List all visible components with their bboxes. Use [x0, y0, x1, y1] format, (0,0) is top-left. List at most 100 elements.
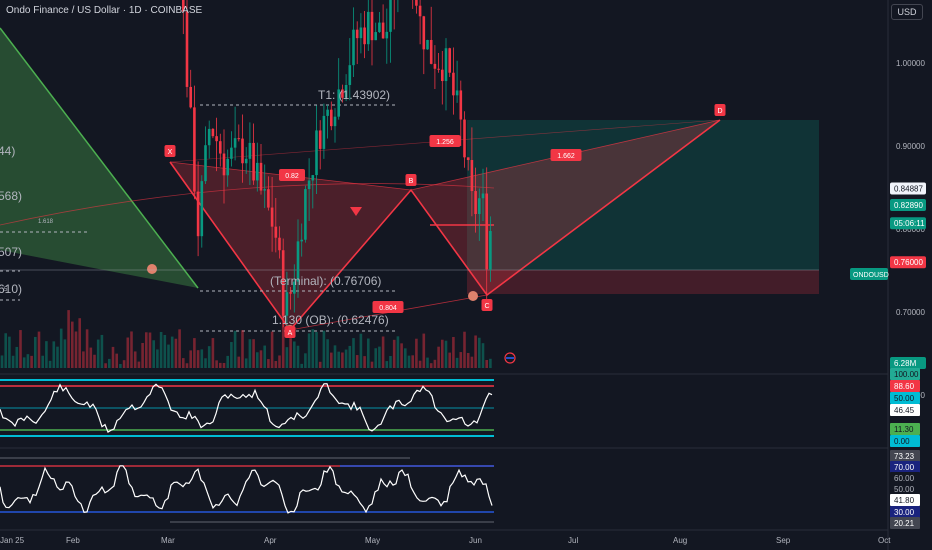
volume-bar — [96, 339, 100, 368]
volume-bar — [248, 339, 252, 368]
left-level-label: 507) — [0, 245, 22, 259]
volume-bar — [137, 361, 141, 368]
pivot-marker-icon — [147, 264, 157, 274]
dashed-levels — [0, 104, 819, 332]
candle — [344, 84, 348, 98]
volume-bar — [385, 361, 389, 368]
time-tick-label: Mar — [161, 536, 175, 545]
svg-text:0.82890: 0.82890 — [894, 201, 923, 210]
price-tag: 0.76000 — [890, 256, 926, 269]
candle — [448, 48, 451, 73]
volume-bar — [359, 333, 363, 368]
candlestick-series[interactable] — [1, 0, 492, 334]
volume-bar — [207, 346, 211, 368]
time-tick-label: Oct — [878, 536, 891, 545]
volume-bar — [159, 331, 163, 368]
oscillator-line — [0, 383, 493, 433]
osc2-tag: 30.00 — [890, 506, 920, 518]
svg-text:11.30: 11.30 — [894, 425, 914, 434]
volume-bar — [344, 349, 348, 368]
pivot-marker-icon — [468, 291, 478, 301]
svg-text:0.76000: 0.76000 — [894, 258, 923, 267]
svg-text:50.00: 50.00 — [894, 394, 915, 403]
candle — [352, 29, 355, 66]
volume-bar — [333, 345, 337, 368]
candle — [322, 115, 326, 149]
volume-bar — [433, 359, 437, 368]
osc2-tag: 50.00 — [890, 483, 920, 495]
candle — [429, 39, 433, 64]
volume-bar — [341, 352, 344, 368]
osc1-tag: 100.00 — [890, 368, 920, 380]
volume-bar — [489, 358, 492, 368]
osc2-tag: 41.80 — [890, 494, 920, 506]
candle — [230, 147, 233, 159]
candle — [385, 31, 389, 39]
volume-bar — [200, 349, 204, 368]
left-triangle-drawing[interactable] — [0, 27, 199, 289]
volume-bar — [115, 353, 118, 368]
volume-bar — [441, 339, 444, 368]
candle — [478, 198, 481, 215]
volume-bar — [311, 329, 315, 368]
volume-bar — [274, 360, 278, 368]
volume-bar — [474, 335, 477, 368]
volume-bar — [448, 352, 451, 368]
candle — [267, 189, 270, 208]
volume-bar — [256, 352, 259, 368]
osc1-tag: 46.45 — [890, 404, 920, 416]
candle — [489, 230, 492, 270]
left-level-label: 568) — [0, 189, 22, 203]
candle — [474, 191, 477, 215]
volume-bar — [141, 342, 144, 368]
oscillator-pane-2[interactable]: 73.23 70.00 60.00 50.00 41.80 30.00 20.21 — [0, 447, 920, 529]
pattern-point-D: D — [714, 104, 726, 116]
volume-bar — [326, 339, 329, 368]
chart-title: Ondo Finance / US Dollar · 1D · COINBASE — [6, 5, 203, 16]
volume-bar — [189, 350, 192, 368]
volume-bar — [11, 355, 15, 368]
candle — [470, 160, 474, 192]
volume-bar — [222, 362, 226, 368]
time-tick-label: May — [365, 536, 380, 545]
ob-label: 1.130 (OB): (0.62476) — [272, 313, 389, 327]
volume-bar — [204, 358, 207, 368]
volume-bar — [455, 357, 459, 368]
candle — [367, 11, 370, 45]
symbol-price-tag: ONDOUSD — [850, 268, 889, 280]
volume-bar — [185, 363, 189, 368]
svg-text:30.00: 30.00 — [894, 508, 915, 517]
volume-bar — [381, 336, 385, 368]
volume-bar — [148, 332, 152, 368]
volume-bar — [411, 355, 414, 368]
svg-text:50.00: 50.00 — [894, 485, 915, 494]
volume-bar — [59, 328, 63, 368]
time-tick-label: Feb — [66, 536, 80, 545]
candle — [219, 141, 222, 154]
volume-bar — [389, 355, 392, 368]
candle — [337, 89, 340, 117]
ratio-label: 0.82 — [279, 169, 305, 181]
candle — [415, 0, 418, 6]
long-position-tool[interactable] — [467, 120, 819, 294]
candle — [185, 11, 189, 87]
candle — [452, 72, 455, 96]
candle — [182, 0, 185, 12]
target-label: T1: (1.43902) — [318, 88, 390, 102]
oscillator-pane-1[interactable]: 100.00 88.60 50.00 46.45 11.30 0.00 — [0, 368, 920, 447]
volume-bar — [156, 349, 159, 368]
volume-bar — [71, 321, 74, 368]
volume-bar — [281, 314, 285, 368]
candle — [237, 138, 241, 140]
candle — [285, 292, 289, 316]
currency-button[interactable]: USD — [891, 4, 923, 20]
price-tag: 0.82890 — [890, 199, 926, 212]
volume-bar — [426, 357, 429, 368]
volume-bar — [211, 338, 215, 368]
candle — [389, 0, 392, 32]
volume-bar — [300, 363, 303, 368]
candle — [274, 226, 278, 238]
volume-bar — [82, 351, 85, 368]
candle — [485, 193, 488, 270]
